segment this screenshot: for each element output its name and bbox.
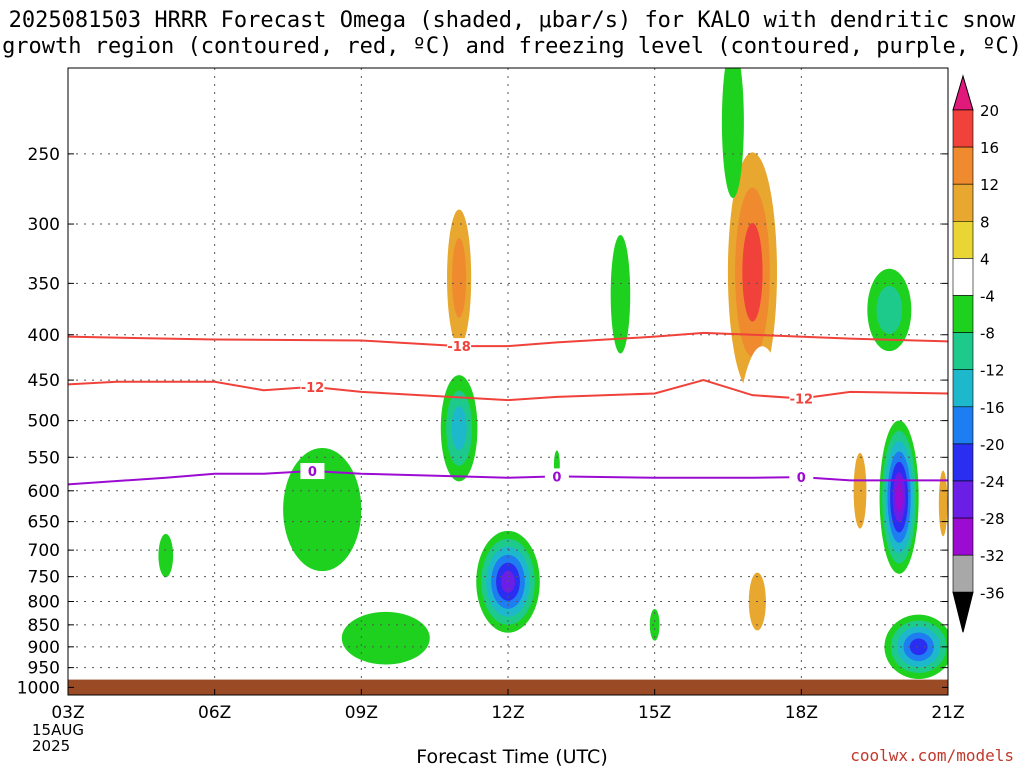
colorbar-tick-label: -8 <box>980 325 995 343</box>
omega-ascent-region <box>937 201 948 320</box>
y-tick-label: 350 <box>28 274 60 294</box>
y-tick-label: 300 <box>28 215 60 235</box>
contour-label-bg <box>300 378 325 395</box>
x-date-label: 2025 <box>32 737 70 755</box>
y-tick-label: 850 <box>28 616 60 636</box>
colorbar-tick-label: 4 <box>980 250 990 268</box>
colorbar-over-arrow <box>952 74 974 111</box>
omega-descent-region <box>341 611 430 665</box>
y-tick-label: 500 <box>28 412 60 432</box>
y-tick-label: 900 <box>28 638 60 658</box>
y-tick-label: 700 <box>28 541 60 561</box>
colorbar-bin <box>952 109 974 148</box>
omega-descent-region <box>610 234 631 354</box>
colorbar: 20 16 12 8 4 -4 -8 -12 -16 -20 -24 -28 -32 -36 <box>952 74 1005 633</box>
omega-ascent-region <box>938 470 948 537</box>
y-tick-label: 250 <box>28 145 60 165</box>
y-tick-label: 450 <box>28 371 60 391</box>
colorbar-tick-label: 16 <box>980 139 999 157</box>
y-axis: 2503003504004505005506006507007508008509… <box>17 145 948 698</box>
chart-title-line-2: growth region (contoured, red, ºC) and f… <box>2 34 1022 59</box>
credit-link[interactable]: coolwx.com/models <box>850 746 1014 765</box>
omega-descent-region <box>721 68 744 199</box>
x-axis-label: Forecast Time (UTC) <box>416 746 608 768</box>
contour-label: -12 <box>790 392 814 407</box>
omega-ascent-region <box>548 203 566 341</box>
omega-ascent-region <box>732 346 792 661</box>
omega-ascent-region <box>742 222 763 322</box>
omega-descent-region <box>909 638 928 656</box>
colorbar-tick-label: -36 <box>980 584 1005 602</box>
colorbar-bin <box>952 517 974 556</box>
contour-label: -12 <box>301 381 325 396</box>
contour-line <box>68 331 948 348</box>
omega-descent-region <box>649 608 660 641</box>
y-tick-label: 650 <box>28 513 60 533</box>
colorbar-under-arrow <box>952 591 974 633</box>
omega-descent-region <box>451 406 467 451</box>
colorbar-bin <box>952 295 974 333</box>
contour-label-bg <box>789 390 814 407</box>
x-tick-label: 15Z <box>638 703 671 723</box>
omega-ascent-region <box>452 237 467 318</box>
omega-ascent-region <box>454 640 464 666</box>
colorbar-bin <box>952 183 974 222</box>
chart-title-line-1: 2025081503 HRRR Forecast Omega (shaded, … <box>8 8 1016 33</box>
x-tick-label: 09Z <box>345 703 378 723</box>
x-tick-label: 21Z <box>931 703 964 723</box>
contour-label: 0 <box>308 465 317 480</box>
temperature-contours: -18 -12 -12 0 0 0 <box>68 331 948 486</box>
colorbar-tick-label: -32 <box>980 547 1005 565</box>
omega-ascent-region <box>640 555 650 588</box>
colorbar-bin <box>952 480 974 519</box>
colorbar-bin <box>952 406 974 445</box>
colorbar-bin <box>952 554 974 593</box>
omega-shading <box>158 68 948 679</box>
x-tick-label: 18Z <box>785 703 818 723</box>
y-tick-label: 1000 <box>17 678 60 698</box>
x-tick-label: 06Z <box>198 703 231 723</box>
omega-descent-region <box>158 533 174 578</box>
contour-label: -18 <box>447 340 471 355</box>
omega-ascent-region <box>506 458 519 511</box>
colorbar-bin <box>952 146 974 185</box>
y-tick-label: 800 <box>28 593 60 613</box>
colorbar-tick-label: 8 <box>980 213 990 231</box>
contour-label-bg <box>789 469 814 486</box>
colorbar-bin <box>952 221 974 259</box>
y-tick-label: 950 <box>28 659 60 679</box>
y-tick-label: 750 <box>28 568 60 588</box>
colorbar-tick-label: -16 <box>980 399 1005 417</box>
ground-layer <box>68 679 948 695</box>
y-tick-label: 550 <box>28 448 60 468</box>
y-tick-label: 400 <box>28 326 60 346</box>
x-date-label: 15AUG <box>32 721 84 739</box>
colorbar-tick-label: 20 <box>980 102 999 120</box>
y-tick-label: 600 <box>28 482 60 502</box>
colorbar-bin <box>952 369 974 408</box>
x-tick-label: 03Z <box>51 703 84 723</box>
colorbar-bin <box>952 332 974 371</box>
omega-descent-region <box>895 482 903 512</box>
contour-label: 0 <box>552 470 561 485</box>
colorbar-tick-label: -4 <box>980 288 995 306</box>
contour-label-bg <box>544 468 569 485</box>
colorbar-tick-label: 12 <box>980 176 999 194</box>
colorbar-tick-label: -24 <box>980 473 1005 491</box>
omega-descent-region <box>876 285 903 334</box>
colorbar-bin <box>952 443 974 482</box>
colorbar-tick-label: -12 <box>980 362 1005 380</box>
contour-label: 0 <box>797 471 806 486</box>
contour-label-bg <box>447 338 472 355</box>
colorbar-tick-label: -20 <box>980 436 1005 454</box>
contour-label-bg <box>300 463 325 480</box>
colorbar-bin <box>952 258 974 296</box>
ground-surface <box>68 679 948 695</box>
colorbar-tick-label: -28 <box>980 510 1005 528</box>
x-tick-label: 12Z <box>491 703 524 723</box>
